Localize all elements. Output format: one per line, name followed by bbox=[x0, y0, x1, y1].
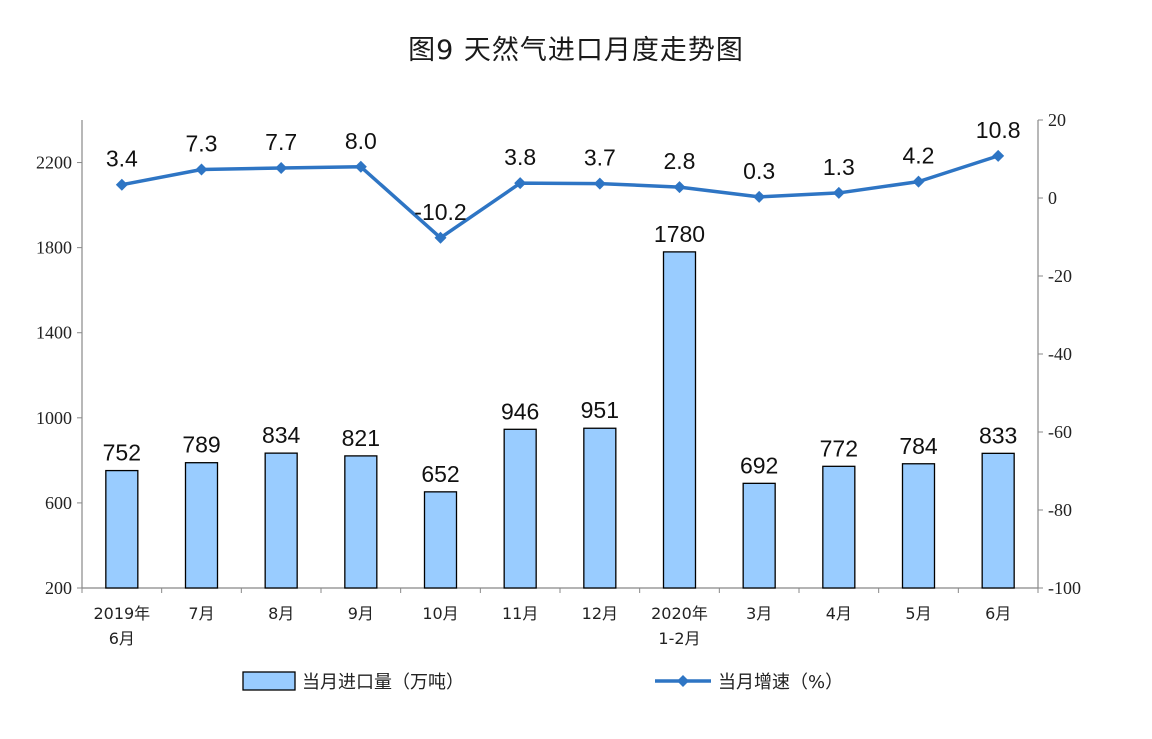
bar bbox=[184, 462, 219, 589]
line-data-label: 10.8 bbox=[976, 117, 1021, 143]
x-tick-label: 6月 bbox=[109, 629, 135, 648]
bar bbox=[583, 427, 617, 589]
line-data-label: -10.2 bbox=[414, 199, 466, 225]
x-tick-label: 4月 bbox=[826, 604, 852, 623]
x-tick-label: 8月 bbox=[268, 604, 294, 623]
line-point bbox=[514, 177, 527, 190]
x-tick-label: 6月 bbox=[985, 604, 1011, 623]
line-data-label: 4.2 bbox=[903, 143, 935, 169]
bar bbox=[344, 455, 378, 589]
x-tick-label: 2020年 bbox=[651, 604, 708, 623]
line-point bbox=[912, 175, 925, 188]
bar-data-label: 946 bbox=[501, 398, 539, 424]
line-point bbox=[673, 181, 686, 194]
legend-bar-label: 当月进口量（万吨） bbox=[302, 672, 464, 693]
bar-data-label: 833 bbox=[979, 422, 1017, 448]
line-data-label: 0.3 bbox=[743, 158, 775, 184]
bar-data-label: 789 bbox=[182, 432, 220, 458]
y-left-tick-label: 2200 bbox=[36, 153, 72, 173]
line-data-label: 3.4 bbox=[106, 146, 138, 172]
legend-bar-swatch bbox=[242, 671, 296, 691]
x-tick-label: 11月 bbox=[502, 604, 538, 623]
bar bbox=[423, 491, 458, 589]
y-left-tick-label: 1400 bbox=[36, 323, 72, 343]
y-right-tick-label: -60 bbox=[1048, 422, 1072, 442]
line-data-label: 3.7 bbox=[584, 145, 616, 171]
y-right-tick-label: -40 bbox=[1048, 344, 1072, 364]
bar bbox=[264, 452, 298, 589]
x-tick-label: 2019年 bbox=[93, 604, 150, 623]
x-tick-label: 1-2月 bbox=[658, 629, 700, 648]
line-point bbox=[115, 178, 128, 191]
bar-data-label: 784 bbox=[899, 433, 938, 459]
y-left-tick-label: 1800 bbox=[36, 238, 72, 258]
line-point bbox=[753, 190, 766, 203]
bar bbox=[105, 469, 139, 589]
bar-data-label: 692 bbox=[740, 452, 778, 478]
x-tick-label: 9月 bbox=[348, 604, 374, 623]
legend-line-label: 当月增速（%） bbox=[718, 672, 843, 693]
bar-data-label: 752 bbox=[103, 440, 141, 466]
x-tick-label: 7月 bbox=[188, 604, 214, 623]
chart-title: 图9 天然气进口月度走势图 bbox=[408, 35, 744, 66]
y-right-tick-label: -20 bbox=[1048, 266, 1072, 286]
y-left-tick-label: 1000 bbox=[36, 408, 72, 428]
bar bbox=[503, 428, 537, 589]
bar-data-label: 834 bbox=[262, 422, 301, 448]
line-point bbox=[992, 149, 1005, 162]
bar-data-label: 772 bbox=[820, 435, 858, 461]
y-right-tick-label: 20 bbox=[1048, 110, 1066, 130]
growth-line bbox=[121, 154, 999, 240]
legend-line-marker bbox=[677, 675, 689, 687]
y-right-tick-label: -80 bbox=[1048, 500, 1072, 520]
x-tick-label: 10月 bbox=[422, 604, 458, 623]
bar bbox=[901, 463, 936, 589]
line-data-label: 1.3 bbox=[823, 154, 855, 180]
line-point bbox=[593, 177, 606, 190]
x-tick-label: 3月 bbox=[746, 604, 772, 623]
y-left-tick-label: 600 bbox=[45, 493, 72, 513]
bar bbox=[981, 452, 1015, 589]
y-left-tick-label: 200 bbox=[45, 578, 72, 598]
line-point bbox=[434, 231, 447, 244]
bar bbox=[662, 251, 697, 589]
line-data-label: 3.8 bbox=[504, 144, 536, 170]
y-right-tick-label: -100 bbox=[1048, 578, 1081, 598]
x-tick-label: 12月 bbox=[582, 604, 618, 623]
line-data-label: 8.0 bbox=[345, 128, 377, 154]
bar bbox=[742, 482, 776, 589]
line-data-label: 7.3 bbox=[186, 131, 218, 157]
line-point bbox=[832, 186, 845, 199]
bar bbox=[822, 465, 856, 589]
bar-data-label: 821 bbox=[342, 425, 380, 451]
line-point bbox=[354, 160, 367, 173]
line-point bbox=[275, 161, 288, 174]
bar-data-label: 1780 bbox=[654, 221, 705, 247]
x-tick-label: 5月 bbox=[905, 604, 931, 623]
y-right-tick-label: 0 bbox=[1048, 188, 1057, 208]
bar-data-label: 951 bbox=[581, 397, 619, 423]
line-data-label: 7.7 bbox=[265, 129, 297, 155]
line-point bbox=[195, 163, 208, 176]
line-data-label: 2.8 bbox=[664, 148, 696, 174]
bar-data-label: 652 bbox=[421, 461, 459, 487]
